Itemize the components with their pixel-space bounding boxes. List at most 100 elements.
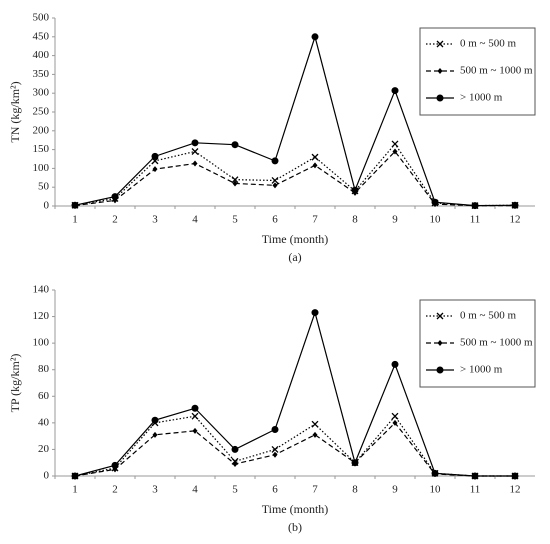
series-line [74, 421, 515, 477]
legend-label: > 1000 m [460, 364, 503, 376]
x-tick-label: 5 [232, 214, 238, 226]
x-tick-label: 8 [352, 214, 358, 226]
point [271, 157, 279, 165]
point [431, 469, 439, 477]
x-tick-label: 4 [192, 214, 198, 226]
point [436, 366, 444, 374]
y-tick-label: 450 [33, 30, 50, 42]
point [391, 412, 399, 420]
point [71, 472, 79, 480]
point [271, 426, 279, 433]
point [191, 412, 199, 420]
point [272, 182, 278, 189]
point [271, 445, 279, 453]
point [351, 459, 359, 467]
point [231, 445, 239, 453]
point [151, 152, 159, 160]
point [111, 193, 119, 201]
point [152, 166, 158, 173]
point [471, 472, 479, 480]
y-tick-label: 0 [44, 470, 50, 482]
series-line [74, 142, 516, 207]
x-tick-label: 1 [72, 214, 78, 226]
x-tick-label: 2 [112, 214, 118, 226]
y-tick-label: 120 [33, 310, 50, 322]
y-tick-label: 80 [38, 363, 50, 375]
series-line [74, 150, 515, 207]
point [272, 451, 278, 458]
x-tick-label: 7 [312, 214, 318, 226]
y-tick-label: 100 [33, 337, 50, 349]
caption: (b) [288, 520, 302, 534]
x-tick-label: 12 [510, 214, 521, 226]
point [191, 148, 199, 155]
y-axis-label: TN (kg/km²) [8, 81, 22, 142]
x-tick-label: 1 [72, 484, 78, 496]
point [311, 309, 319, 317]
y-tick-label: 0 [44, 200, 50, 212]
legend-label: 500 m ~ 1000 m [460, 65, 533, 77]
caption: (a) [288, 250, 301, 264]
point [232, 180, 238, 187]
point [151, 416, 159, 424]
point [511, 201, 519, 209]
point [312, 431, 318, 438]
y-axis-label: TP (kg/km²) [8, 354, 22, 413]
point [391, 360, 399, 368]
x-axis-label: Time (month) [262, 232, 329, 246]
point [192, 160, 198, 167]
y-tick-label: 350 [33, 68, 50, 80]
point [231, 141, 239, 149]
x-tick-label: 4 [192, 484, 198, 496]
y-tick-label: 500 [33, 12, 50, 24]
point [231, 176, 239, 184]
point [232, 461, 238, 468]
point [392, 419, 398, 426]
x-tick-label: 5 [232, 484, 238, 496]
point [511, 472, 519, 480]
legend-label: 0 m ~ 500 m [460, 310, 517, 322]
point [312, 162, 318, 169]
legend-label: > 1000 m [460, 92, 503, 104]
x-tick-label: 3 [152, 214, 158, 226]
legend-label: 500 m ~ 1000 m [460, 337, 533, 349]
y-tick-label: 60 [38, 390, 50, 402]
series-line [74, 415, 515, 477]
x-tick-label: 6 [272, 214, 278, 226]
point [351, 186, 359, 194]
x-tick-label: 10 [430, 484, 442, 496]
y-tick-label: 250 [33, 106, 50, 118]
series-line [74, 34, 516, 207]
point [111, 461, 119, 469]
y-tick-label: 20 [38, 443, 50, 455]
y-tick-label: 400 [33, 49, 50, 61]
x-tick-label: 12 [510, 484, 521, 496]
x-tick-label: 2 [112, 484, 118, 496]
series-line [74, 310, 515, 477]
y-tick-label: 200 [33, 124, 50, 136]
point [152, 431, 158, 438]
y-tick-label: 300 [33, 87, 50, 99]
point [437, 340, 443, 346]
point [436, 312, 444, 320]
point [192, 427, 198, 434]
y-tick-label: 140 [33, 284, 50, 296]
point [392, 148, 398, 155]
y-tick-label: 50 [38, 181, 50, 193]
x-tick-label: 11 [470, 484, 481, 496]
y-tick-label: 100 [33, 162, 50, 174]
point [191, 139, 199, 147]
x-tick-label: 11 [470, 214, 481, 226]
point [71, 201, 79, 209]
x-tick-label: 8 [352, 484, 358, 496]
point [311, 420, 319, 428]
point [437, 68, 443, 74]
legend-label: 0 m ~ 500 m [460, 38, 517, 50]
point [471, 202, 479, 210]
x-axis-label: Time (month) [262, 502, 329, 516]
x-tick-label: 9 [392, 484, 398, 496]
point [311, 33, 319, 41]
